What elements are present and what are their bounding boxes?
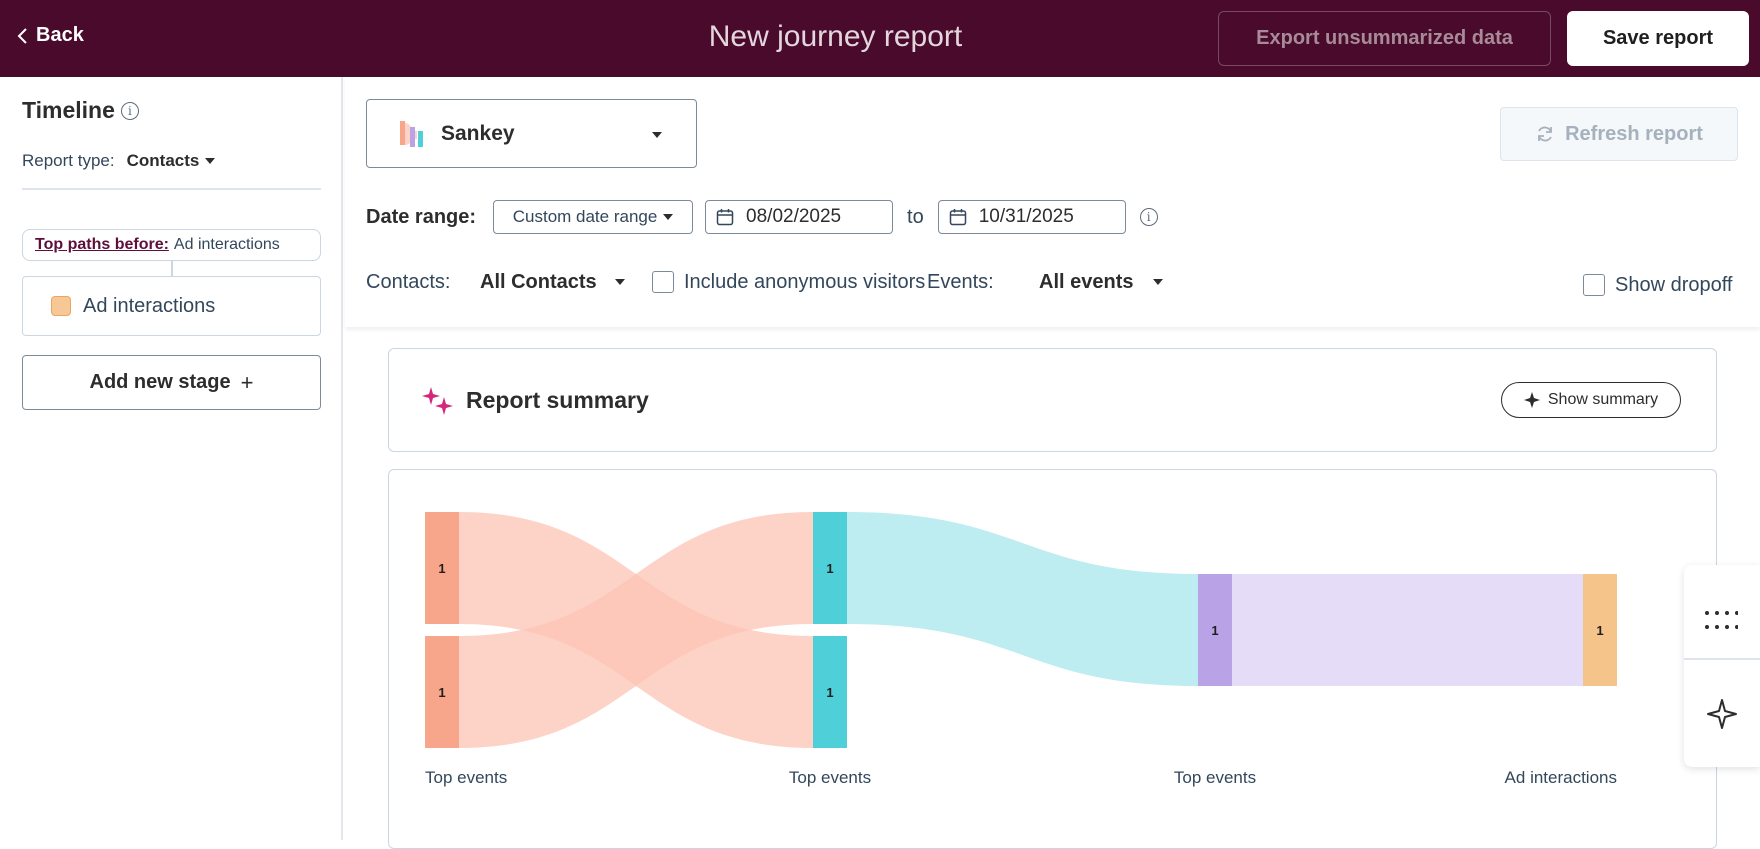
contacts-label: Contacts: <box>366 270 451 293</box>
anonymous-label: Include anonymous visitors <box>684 270 926 293</box>
top-paths-chip[interactable]: Top paths before: Ad interactions <box>22 229 321 261</box>
report-controls: Sankey Refresh report Date range: Custom… <box>345 77 1760 327</box>
calendar-icon <box>716 209 734 226</box>
stage-label-0: Top events <box>425 768 507 787</box>
caret-down-icon <box>1153 279 1164 285</box>
grid-dots-icon[interactable] <box>1704 610 1738 630</box>
sankey-node-label-2: 1 <box>826 561 833 576</box>
filter-row: Contacts: All Contacts Include anonymous… <box>366 267 1738 297</box>
sankey-link-2[interactable] <box>847 512 1198 686</box>
contacts-dropdown[interactable]: All Contacts <box>480 267 625 297</box>
stage-ad-interactions[interactable]: Ad interactions <box>22 276 321 336</box>
divider <box>22 188 321 190</box>
calendar-icon <box>949 209 966 226</box>
top-bar: Back New journey report Export unsummari… <box>0 0 1760 77</box>
sankey-link-1[interactable] <box>459 512 813 748</box>
divider <box>1684 658 1760 660</box>
stage-label-3: Ad interactions <box>1505 768 1617 787</box>
refresh-report-button[interactable]: Refresh report <box>1500 107 1738 161</box>
sparkle-icon <box>422 387 453 415</box>
sankey-node-label-0: 1 <box>438 561 445 576</box>
sankey-node-3[interactable] <box>813 636 847 748</box>
sankey-node-0[interactable] <box>425 512 459 624</box>
stage-color-swatch <box>51 296 71 316</box>
report-type-row: Report type: Contacts <box>22 151 216 171</box>
sankey-node-label-4: 1 <box>1211 623 1218 638</box>
chevron-left-icon <box>17 27 27 44</box>
caret-down-icon <box>663 214 674 220</box>
to-label: to <box>907 205 924 228</box>
anonymous-visitors-checkbox[interactable]: Include anonymous visitors <box>652 267 925 297</box>
top-paths-value: Ad interactions <box>173 236 280 253</box>
checkbox[interactable] <box>652 271 674 293</box>
sankey-node-4[interactable] <box>1198 574 1232 686</box>
show-summary-label: Show summary <box>1547 391 1659 408</box>
add-new-stage-button[interactable]: Add new stage + <box>22 355 321 410</box>
caret-down-icon <box>205 158 216 164</box>
show-dropoff-checkbox[interactable]: Show dropoff <box>1583 270 1733 300</box>
back-label: Back <box>36 24 84 46</box>
events-value: All events <box>1039 270 1134 293</box>
stage-label-2: Top events <box>1174 768 1256 787</box>
end-date-input[interactable]: 10/31/2025 <box>937 200 1126 234</box>
back-button[interactable]: Back <box>16 24 84 47</box>
date-range-row: Date range: Custom date range 08/02/2025… <box>366 200 1158 234</box>
visualization-select[interactable]: Sankey <box>366 99 697 168</box>
caret-down-icon <box>614 279 625 285</box>
export-unsummarized-button[interactable]: Export unsummarized data <box>1218 11 1551 66</box>
report-type-dropdown[interactable]: Contacts <box>127 151 216 171</box>
top-paths-link[interactable]: Top paths before: <box>35 236 169 253</box>
dropoff-label: Show dropoff <box>1615 273 1733 296</box>
sankey-node-2[interactable] <box>813 512 847 624</box>
events-filter: Events: <box>927 267 994 297</box>
show-summary-button[interactable]: Show summary <box>1501 382 1681 418</box>
start-date-value: 08/02/2025 <box>746 206 842 227</box>
report-type-label: Report type: <box>22 151 115 170</box>
stage-connector <box>171 261 173 276</box>
checkbox[interactable] <box>1583 274 1605 296</box>
page-title: New journey report <box>708 20 963 53</box>
save-report-button[interactable]: Save report <box>1567 11 1749 66</box>
report-summary-card: Report summary Show summary <box>388 348 1717 452</box>
events-label: Events: <box>927 270 994 293</box>
sankey-chart-icon <box>400 120 423 147</box>
start-date-input[interactable]: 08/02/2025 <box>705 200 894 234</box>
sankey-node-label-1: 1 <box>438 685 445 700</box>
stage-label: Ad interactions <box>83 294 216 317</box>
sankey-chart: 1 1 1 1 1 1 Top events Top events Top events Ad i… <box>425 512 1617 787</box>
star-icon[interactable] <box>1706 698 1738 730</box>
stage-label-1: Top events <box>789 768 871 787</box>
plus-icon: + <box>240 369 254 395</box>
timeline-heading: Timeline i <box>22 97 139 124</box>
sankey-link-3[interactable] <box>1232 574 1583 686</box>
refresh-icon <box>1538 126 1552 142</box>
report-summary-title: Report summary <box>466 387 649 413</box>
timeline-panel: Timeline i Report type: Contacts Top pat… <box>0 77 343 840</box>
date-range-select[interactable]: Custom date range <box>493 200 694 234</box>
date-range-label: Date range: <box>366 205 477 228</box>
report-main: Sankey Refresh report Date range: Custom… <box>345 77 1760 849</box>
timeline-title: Timeline <box>22 97 115 123</box>
floating-side-rail <box>1684 565 1760 767</box>
sankey-chart-card: 1 1 1 1 1 1 Top events Top events Top events Ad i… <box>388 469 1717 849</box>
info-icon[interactable]: i <box>1139 208 1158 226</box>
sankey-node-1[interactable] <box>425 636 459 748</box>
report-type-value: Contacts <box>126 151 200 170</box>
contacts-filter: Contacts: <box>366 267 450 297</box>
visualization-value: Sankey <box>441 121 515 145</box>
caret-down-icon <box>652 132 662 138</box>
info-icon[interactable]: i <box>120 101 139 120</box>
refresh-label: Refresh report <box>1565 122 1703 145</box>
add-stage-label: Add new stage <box>89 371 231 393</box>
sankey-node-5[interactable] <box>1583 574 1617 686</box>
end-date-value: 10/31/2025 <box>978 206 1074 227</box>
contacts-value: All Contacts <box>480 270 597 293</box>
sparkle-icon <box>1523 392 1540 408</box>
sankey-node-label-3: 1 <box>826 685 833 700</box>
events-dropdown[interactable]: All events <box>1039 267 1164 297</box>
sankey-node-label-5: 1 <box>1596 623 1603 638</box>
date-range-select-value: Custom date range <box>512 207 658 226</box>
